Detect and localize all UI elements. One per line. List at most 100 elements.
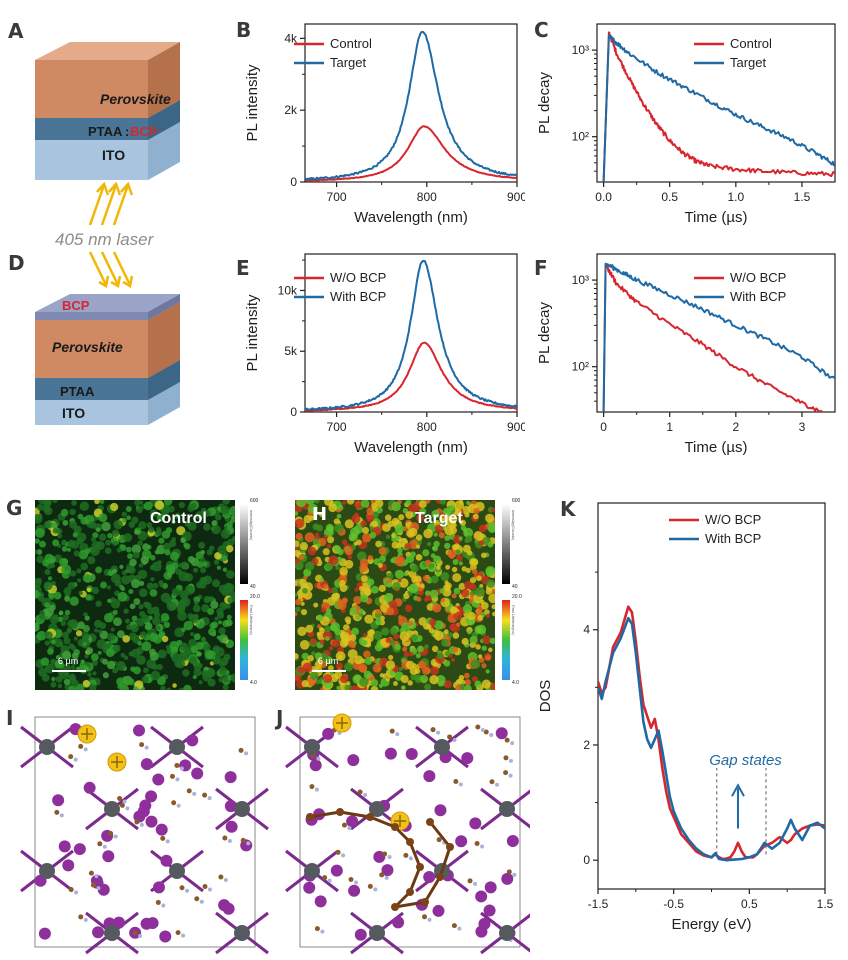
iodine-atom bbox=[483, 904, 496, 917]
iodine-atom bbox=[222, 902, 235, 915]
unit-cell-box bbox=[34, 716, 256, 948]
carbon-atom bbox=[357, 789, 363, 795]
grain bbox=[410, 634, 419, 642]
carbon-atom bbox=[88, 870, 94, 876]
grain bbox=[176, 526, 186, 536]
grain bbox=[319, 627, 325, 634]
grain bbox=[458, 500, 464, 505]
nitrogen-atom bbox=[480, 844, 485, 849]
grain bbox=[429, 618, 437, 626]
grain bbox=[66, 547, 72, 552]
grain bbox=[123, 608, 129, 614]
grain bbox=[132, 551, 140, 559]
grain bbox=[296, 500, 307, 508]
grain bbox=[92, 671, 97, 676]
nitrogen-atom bbox=[176, 803, 181, 808]
grain bbox=[112, 609, 118, 615]
grain bbox=[345, 619, 351, 625]
grain bbox=[52, 539, 60, 547]
chart-b: 700 800 900 0 2k 4k Wavelength (nm) PL intensit… bbox=[244, 23, 525, 226]
grain bbox=[369, 531, 377, 539]
grain bbox=[52, 527, 59, 534]
grain bbox=[373, 630, 383, 640]
grain bbox=[207, 607, 215, 615]
grain bbox=[163, 621, 170, 628]
iodine-atom bbox=[83, 781, 96, 794]
grain bbox=[313, 500, 320, 504]
grain bbox=[218, 584, 228, 594]
x-tick-label-c: 0.5 bbox=[661, 190, 678, 204]
grain bbox=[394, 569, 404, 579]
chart-e: 700 800 900 0 5k 10k Wavelength (nm) PL intensi… bbox=[244, 253, 525, 456]
grain bbox=[445, 564, 451, 570]
grain bbox=[184, 543, 191, 550]
grain bbox=[301, 680, 309, 688]
grain bbox=[196, 651, 202, 657]
grain bbox=[178, 501, 185, 509]
lead-atom bbox=[104, 801, 120, 817]
grain bbox=[105, 539, 112, 546]
grain bbox=[481, 645, 487, 651]
grain bbox=[366, 514, 375, 523]
grain bbox=[135, 506, 143, 514]
carbon-atom bbox=[436, 837, 442, 843]
grain bbox=[347, 640, 356, 648]
grain bbox=[95, 600, 102, 607]
carbon-atom bbox=[139, 742, 145, 748]
grain bbox=[457, 514, 463, 520]
nitrogen-atom bbox=[480, 728, 485, 733]
bcp-molecule-atom bbox=[446, 843, 454, 851]
series-line-f-1 bbox=[602, 262, 835, 412]
grain bbox=[213, 559, 220, 565]
grain bbox=[144, 622, 153, 631]
y-tick-label-f: 10³ bbox=[572, 273, 589, 287]
series-line-c-1 bbox=[602, 34, 835, 182]
grain bbox=[203, 523, 211, 531]
grain bbox=[102, 672, 109, 679]
nitrogen-atom bbox=[125, 806, 130, 811]
grain bbox=[452, 632, 460, 639]
grain bbox=[471, 676, 478, 682]
grain bbox=[98, 513, 108, 523]
grain bbox=[302, 662, 313, 673]
grain bbox=[300, 609, 308, 616]
grain bbox=[157, 649, 167, 659]
grain bbox=[116, 661, 126, 671]
grain bbox=[95, 566, 103, 574]
grain bbox=[119, 564, 124, 570]
grain bbox=[340, 631, 350, 641]
grain bbox=[391, 533, 396, 538]
y-axis-label-e: PL intensity bbox=[244, 294, 261, 371]
grain bbox=[378, 584, 386, 593]
grain bbox=[477, 615, 484, 621]
grain bbox=[349, 606, 358, 615]
grain bbox=[71, 659, 78, 666]
grain bbox=[319, 639, 325, 645]
grain bbox=[91, 659, 98, 667]
grain bbox=[460, 525, 467, 531]
grain bbox=[176, 659, 186, 669]
grain bbox=[230, 673, 235, 683]
bcp-molecule-atom bbox=[366, 813, 374, 821]
y-tick-label-k: 2 bbox=[583, 738, 590, 752]
iodine-atom bbox=[159, 930, 172, 943]
grain bbox=[161, 530, 171, 539]
iodine-atom bbox=[432, 904, 445, 917]
carbon-atom bbox=[309, 784, 315, 790]
grain bbox=[478, 540, 485, 546]
grain bbox=[146, 522, 153, 528]
grain bbox=[382, 523, 391, 532]
grain bbox=[422, 549, 430, 557]
grain bbox=[193, 633, 201, 641]
lead-atom bbox=[39, 739, 55, 755]
grain bbox=[485, 513, 495, 523]
grain bbox=[172, 683, 177, 688]
bcp-molecule-bond bbox=[423, 876, 442, 903]
panel-i: I bbox=[0, 700, 270, 960]
grain bbox=[199, 618, 204, 623]
grain bbox=[80, 659, 85, 664]
carbon-atom bbox=[314, 926, 320, 932]
grain bbox=[201, 576, 208, 583]
grain bbox=[152, 616, 161, 626]
grain bbox=[44, 640, 50, 646]
